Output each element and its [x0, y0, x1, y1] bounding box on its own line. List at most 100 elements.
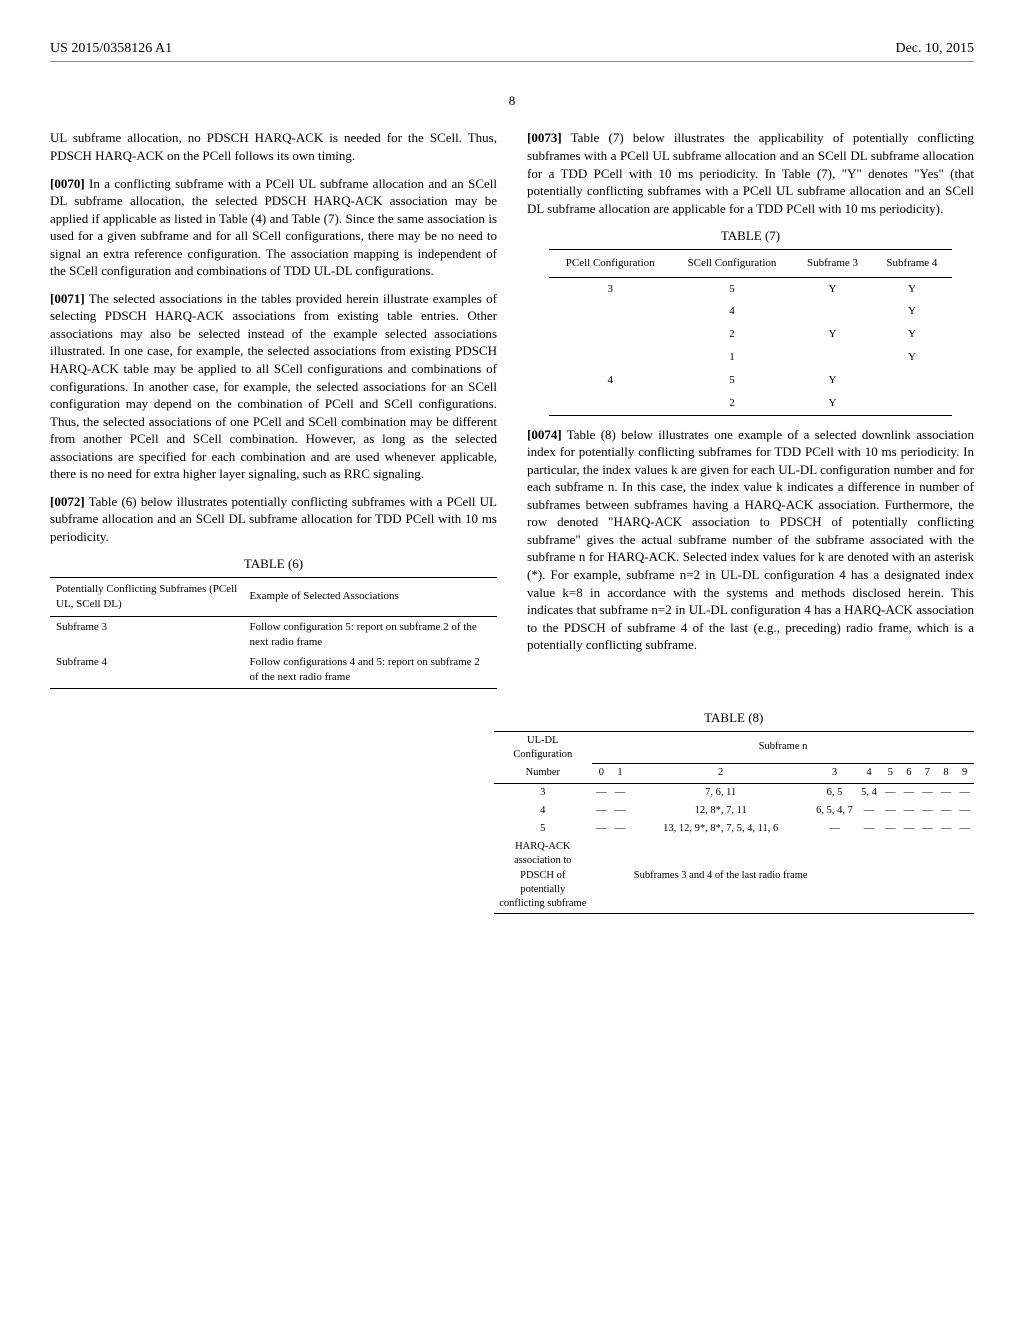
table-cell: — [900, 820, 919, 838]
table-cell: — [592, 820, 611, 838]
table-cell: Y [793, 323, 872, 346]
table-cell: Y [793, 392, 872, 415]
table-cell: — [955, 802, 974, 820]
table-cell: — [812, 820, 857, 838]
table-6: Potentially Conflicting Subframes (PCell… [50, 577, 497, 689]
table-8: UL-DLConfiguration Subframe n Number 0 1… [494, 731, 974, 914]
table-cell: — [857, 820, 881, 838]
paragraph-number: [0071] [50, 291, 85, 306]
table-header: 6 [900, 764, 919, 783]
paragraph: [0074] Table (8) below illustrates one e… [527, 426, 974, 654]
table-cell: Y [793, 369, 872, 392]
table-header: Example of Selected Associations [243, 578, 497, 617]
table-cell: Follow configurations 4 and 5: report on… [243, 652, 497, 688]
paragraph-number: [0070] [50, 176, 85, 191]
table-header: Subframe 4 [872, 249, 951, 277]
page-header: US 2015/0358126 A1 Dec. 10, 2015 [50, 40, 974, 62]
paragraph: [0070] In a conflicting subframe with a … [50, 175, 497, 280]
table-cell: — [918, 820, 937, 838]
table-header: Potentially Conflicting Subframes (PCell… [50, 578, 243, 617]
table-cell [872, 392, 951, 415]
table-cell: — [937, 820, 956, 838]
page-number: 8 [50, 92, 974, 110]
table-cell [793, 346, 872, 369]
table-label: TABLE (8) [494, 709, 974, 727]
table-header: 7 [918, 764, 937, 783]
table-cell: 3 [494, 783, 593, 802]
table-cell: — [592, 802, 611, 820]
table-cell: — [881, 820, 900, 838]
table-cell: 2 [671, 323, 793, 346]
table-cell: Y [872, 277, 951, 300]
paragraph: [0073] Table (7) below illustrates the a… [527, 129, 974, 217]
table-cell: — [900, 802, 919, 820]
table-cell: 4 [671, 300, 793, 323]
table-cell: — [918, 802, 937, 820]
table-cell: 5 [494, 820, 593, 838]
table-cell [549, 323, 671, 346]
paragraph: UL subframe allocation, no PDSCH HARQ-AC… [50, 129, 497, 164]
paragraph: [0071] The selected associations in the … [50, 290, 497, 483]
table-cell: Follow configuration 5: report on subfra… [243, 616, 497, 652]
paragraph-text: Table (7) below illustrates the applicab… [527, 130, 974, 215]
paragraph-text: In a conflicting subframe with a PCell U… [50, 176, 497, 279]
table-header: 2 [629, 764, 812, 783]
table-cell: Y [872, 346, 951, 369]
paragraph-text: Table (8) below illustrates one example … [527, 427, 974, 653]
paragraph-text: Table (6) below illustrates potentially … [50, 494, 497, 544]
table-cell: — [955, 783, 974, 802]
publication-number: US 2015/0358126 A1 [50, 40, 172, 59]
table-cell: — [592, 783, 611, 802]
table-cell: 2 [671, 392, 793, 415]
table-cell: 4 [549, 369, 671, 392]
table-cell: — [611, 783, 630, 802]
text: Configuration [513, 749, 572, 760]
table-header: 4 [857, 764, 881, 783]
table-cell: Subframe 4 [50, 652, 243, 688]
table-header: 9 [955, 764, 974, 783]
table-cell [549, 346, 671, 369]
table-cell: — [611, 802, 630, 820]
table-header: SCell Configuration [671, 249, 793, 277]
left-column: UL subframe allocation, no PDSCH HARQ-AC… [50, 129, 497, 699]
table-cell [549, 392, 671, 415]
table-cell: 4 [494, 802, 593, 820]
paragraph-number: [0074] [527, 427, 562, 442]
table-cell: — [937, 802, 956, 820]
table-label: TABLE (7) [527, 227, 974, 245]
table-7: PCell Configuration SCell Configuration … [549, 249, 951, 416]
table-cell: Y [793, 277, 872, 300]
text: UL-DL [527, 735, 559, 746]
table-header: UL-DL Configuration [494, 731, 593, 764]
table-cell: — [881, 802, 900, 820]
table-cell: Y [872, 300, 951, 323]
table-cell: Subframes 3 and 4 of the last radio fram… [629, 838, 812, 913]
table-cell: 6, 5 [812, 783, 857, 802]
table-cell: 5, 4 [857, 783, 881, 802]
paragraph-text: The selected associations in the tables … [50, 291, 497, 481]
table-cell: 7, 6, 11 [629, 783, 812, 802]
table-cell: — [955, 820, 974, 838]
table-header: 1 [611, 764, 630, 783]
table-cell: — [918, 783, 937, 802]
paragraph: [0072] Table (6) below illustrates poten… [50, 493, 497, 546]
table-cell: — [937, 783, 956, 802]
table-cell: 1 [671, 346, 793, 369]
paragraph-number: [0073] [527, 130, 562, 145]
table-header: PCell Configuration [549, 249, 671, 277]
table-cell: 5 [671, 277, 793, 300]
publication-date: Dec. 10, 2015 [895, 40, 974, 59]
table-cell [872, 369, 951, 392]
table-label: TABLE (6) [50, 555, 497, 573]
table-cell: — [881, 783, 900, 802]
paragraph-number: [0072] [50, 494, 85, 509]
table-header: Subframe n [592, 731, 974, 764]
table-header: 8 [937, 764, 956, 783]
table-cell: — [611, 820, 630, 838]
table-cell [793, 300, 872, 323]
table-cell: 5 [671, 369, 793, 392]
table-cell: 3 [549, 277, 671, 300]
right-column: [0073] Table (7) below illustrates the a… [527, 129, 974, 699]
table-cell: 12, 8*, 7, 11 [629, 802, 812, 820]
table-cell: Subframe 3 [50, 616, 243, 652]
